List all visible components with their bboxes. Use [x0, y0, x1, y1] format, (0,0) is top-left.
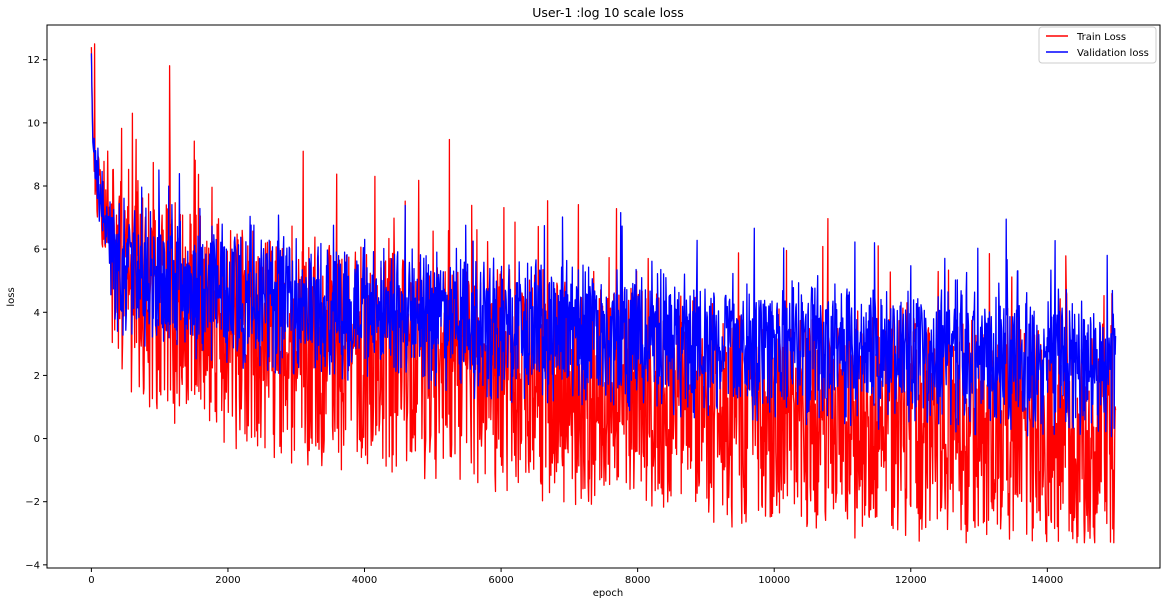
y-tick-label: 6: [34, 245, 40, 256]
x-tick-label: 14000: [1031, 575, 1063, 586]
series-lines: [90, 43, 1117, 544]
x-tick-label: 8000: [625, 575, 650, 586]
y-tick-label: 0: [34, 434, 40, 445]
legend: Train Loss Validation loss: [1038, 26, 1157, 64]
series-line-validation-loss: [90, 53, 1117, 438]
y-tick-label: 12: [27, 55, 40, 66]
y-tick-label: 4: [34, 308, 40, 319]
y-tick-label: 10: [27, 118, 40, 129]
y-tick-label: 2: [34, 371, 40, 382]
x-tick-label: 6000: [488, 575, 513, 586]
x-tick-label: 0: [88, 575, 94, 586]
chart-title: User-1 :log 10 scale loss: [532, 5, 684, 20]
legend-label-train-loss: Train Loss: [1076, 32, 1126, 43]
x-axis-label: epoch: [593, 588, 623, 599]
y-axis-ticks: −4 −2 0 2 4 6 8 10 12: [25, 55, 47, 571]
y-axis-label: loss: [6, 287, 17, 306]
plot-frame: [46, 24, 1161, 569]
x-tick-label: 4000: [352, 575, 377, 586]
legend-label-validation-loss: Validation loss: [1077, 48, 1149, 59]
x-tick-label: 10000: [758, 575, 790, 586]
y-tick-label: 8: [34, 182, 40, 193]
y-tick-label: −4: [25, 560, 40, 571]
legend-box: [1038, 26, 1157, 64]
x-tick-label: 12000: [895, 575, 927, 586]
x-axis-ticks: 0 2000 4000 6000 8000 10000 12000 14000: [88, 568, 1063, 586]
x-tick-label: 2000: [215, 575, 240, 586]
y-tick-label: −2: [25, 497, 40, 508]
